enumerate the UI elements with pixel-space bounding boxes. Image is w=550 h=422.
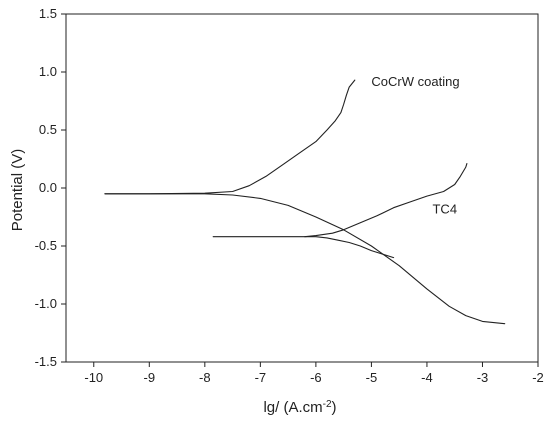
x-axis-title-close: ) [332,399,337,416]
y-tick-label: 0.5 [39,122,57,137]
x-tick-label: -6 [310,370,322,385]
series-line-2 [104,193,506,325]
x-axis-title-main: lg/ (A.cm [263,399,322,416]
x-tick-label: -2 [532,370,544,385]
x-tick-label: -8 [199,370,211,385]
x-tick-label: -4 [421,370,433,385]
x-axis-title-sup: -2 [323,399,332,410]
plot-frame [65,13,539,363]
annotation-2: TC4 [432,202,457,217]
y-tick-label: -1.5 [35,354,57,369]
series-line-3 [212,163,468,238]
y-axis-title: Potential (V) [9,149,26,232]
y-tick-label: -0.5 [35,238,57,253]
x-axis-title: lg/ (A.cm-2) [263,399,336,417]
axis-ticks: -10 -9 -8 -7 -6 -5 -4 -3 -2 -1.5 -1.0 -0.5 0.0 0.5 1.0… [35,6,544,385]
y-tick-label: -1.0 [35,296,57,311]
y-tick-label: 0.0 [39,180,57,195]
y-tick-label: 1.5 [39,6,57,21]
annotations: CoCrW coating TC4 [371,74,459,217]
x-tick-label: -7 [255,370,267,385]
series-line-1 [104,79,356,195]
annotation-1: CoCrW coating [371,74,459,89]
x-tick-label: -9 [144,370,156,385]
y-tick-label: 1.0 [39,64,57,79]
x-tick-label: -3 [477,370,489,385]
x-tick-label: -5 [366,370,378,385]
plot-curves [104,79,506,325]
x-tick-label: -10 [84,370,103,385]
series-line-4 [304,236,395,259]
